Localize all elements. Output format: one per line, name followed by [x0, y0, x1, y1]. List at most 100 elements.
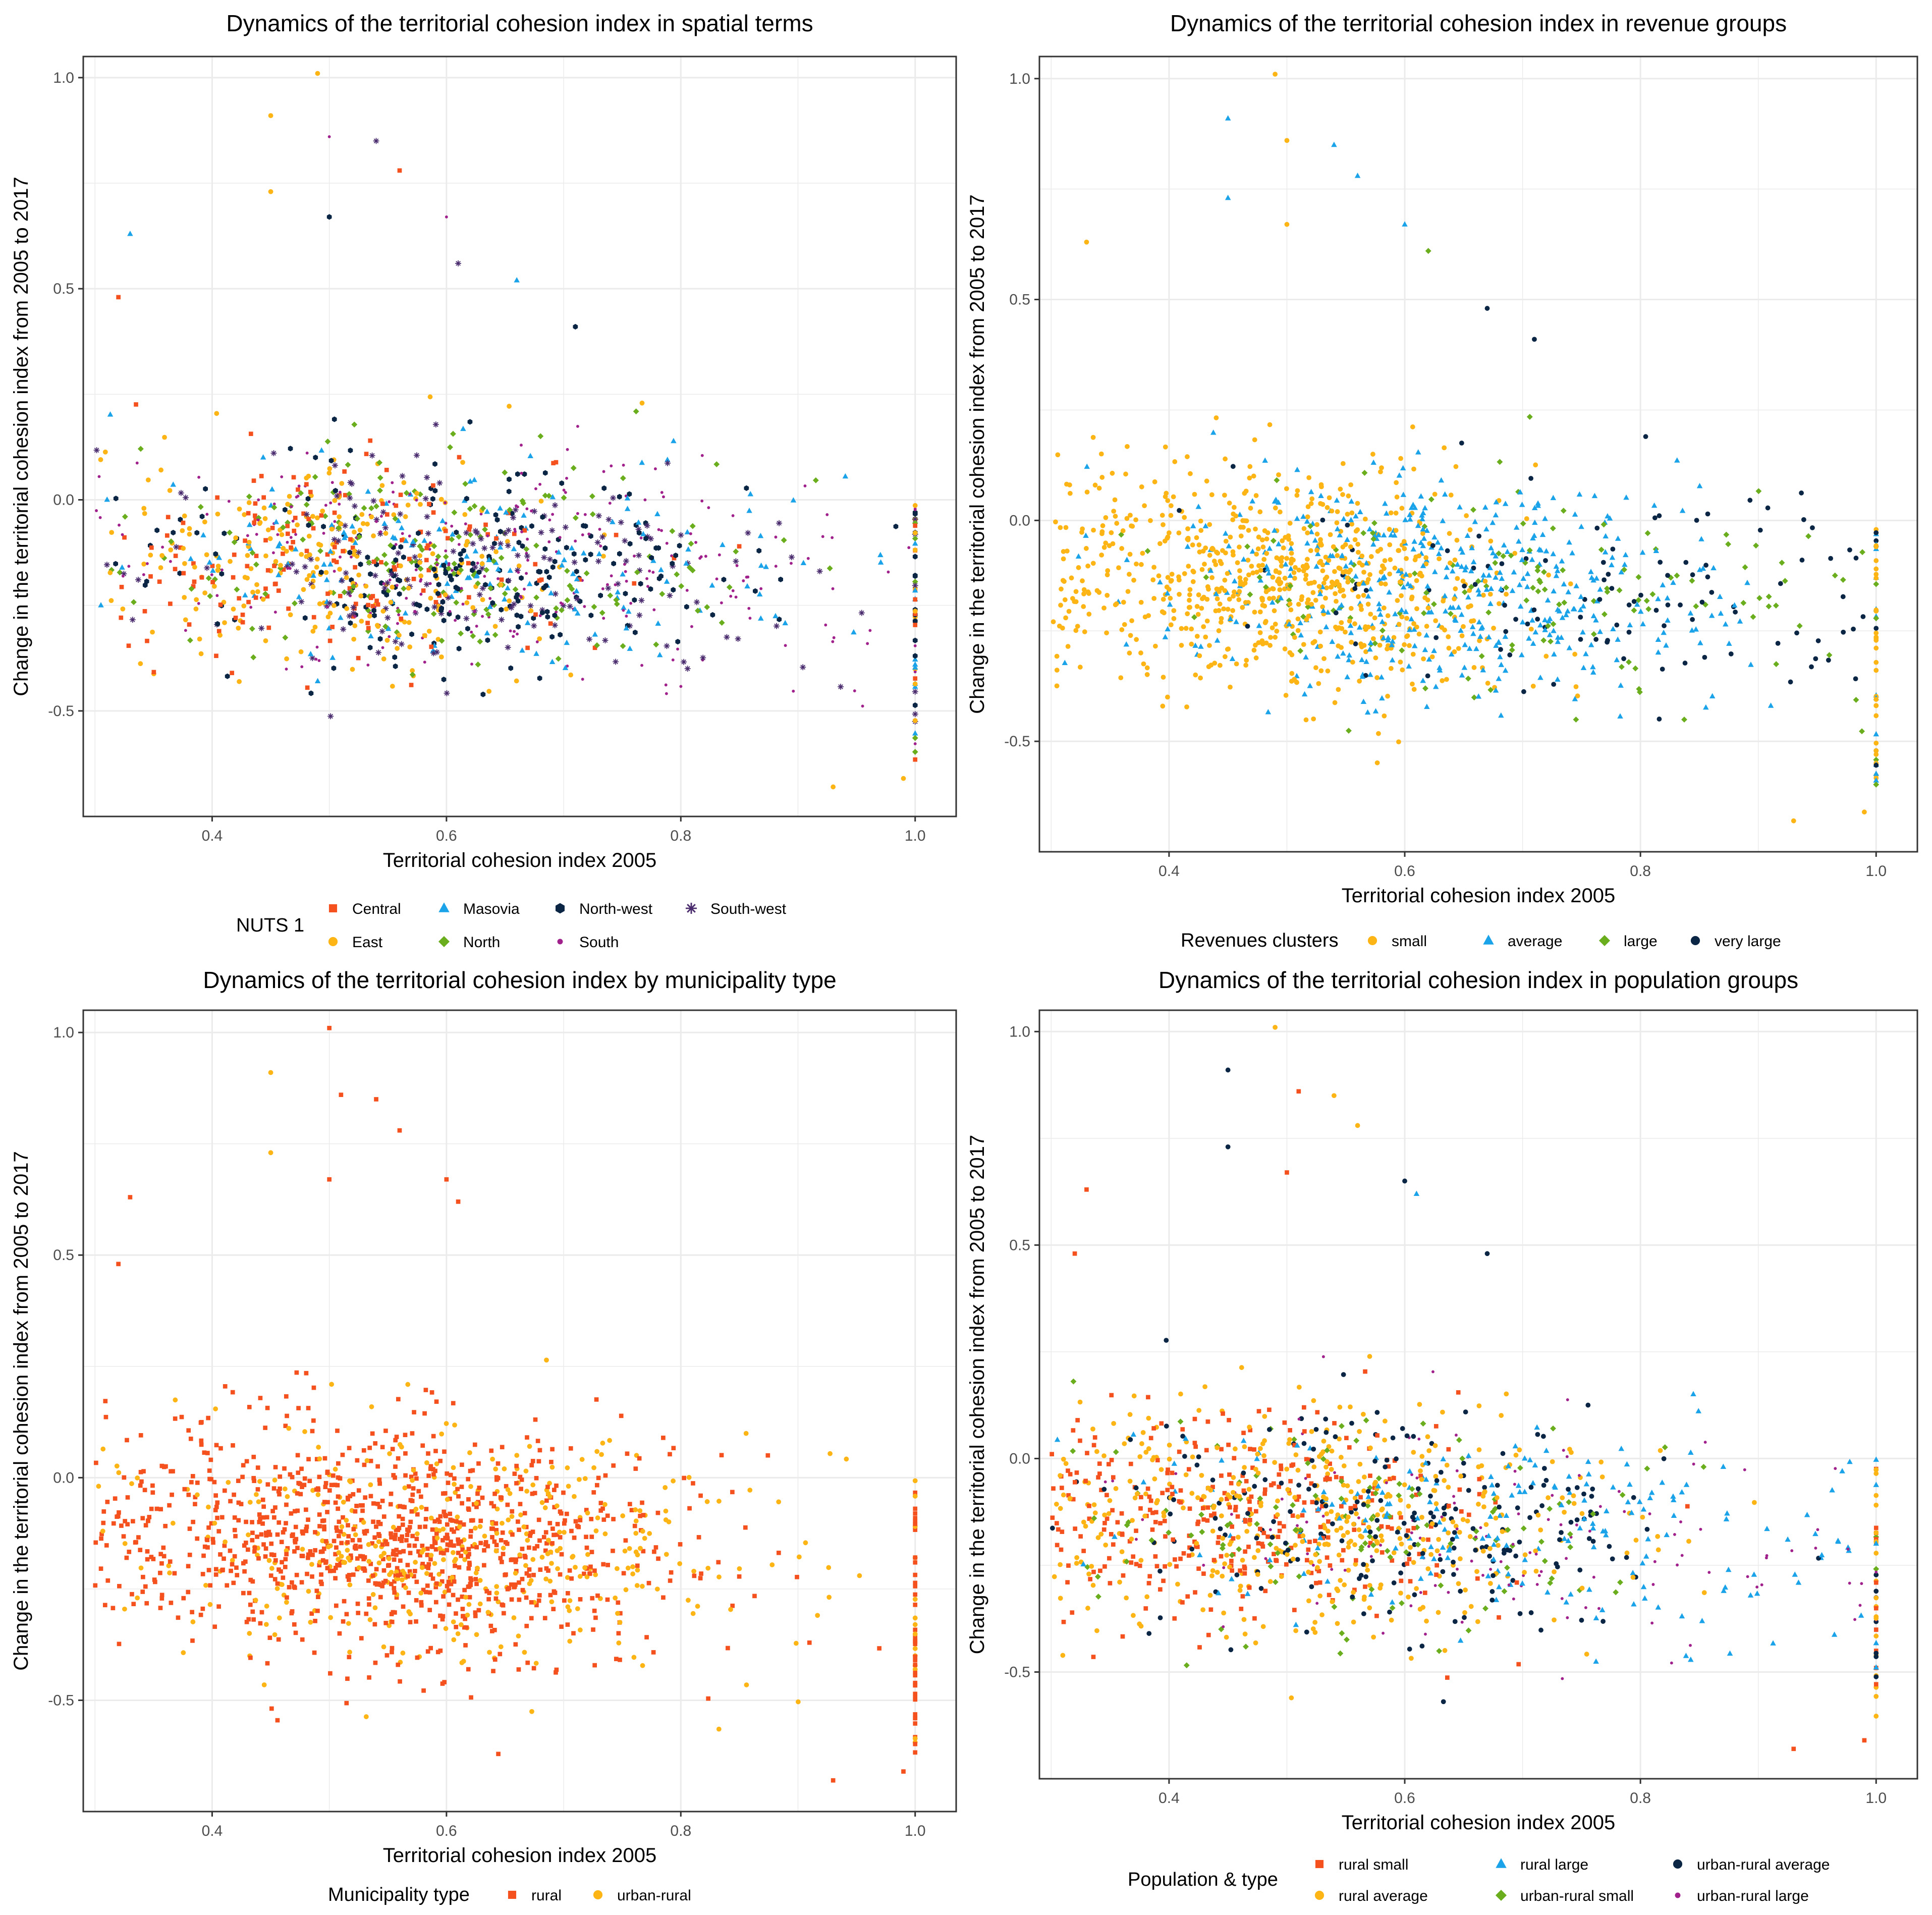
y-tick-label: 1.0	[53, 1024, 74, 1041]
data-point-east	[405, 502, 411, 508]
data-point-urban-rural	[585, 1552, 590, 1557]
data-point-south	[353, 615, 357, 618]
data-point-south	[748, 617, 752, 620]
data-point-north-west	[313, 455, 318, 461]
data-point-average	[1577, 607, 1584, 613]
data-point-central	[533, 562, 538, 567]
data-point-large	[1461, 589, 1468, 595]
data-point-masovia	[318, 447, 325, 453]
data-point-rural	[438, 1613, 443, 1618]
data-point-south-west	[724, 634, 730, 640]
data-point-urban-rural	[459, 1660, 465, 1665]
data-point-rural-small	[1115, 1520, 1120, 1525]
data-point-large	[1256, 574, 1263, 580]
data-point-south	[645, 577, 649, 580]
data-point-south	[220, 568, 224, 572]
legend-title: NUTS 1	[236, 915, 304, 936]
data-point-east	[228, 559, 233, 564]
data-point-rural-small	[1197, 1645, 1202, 1650]
data-point-central	[672, 556, 677, 561]
data-point-rural	[410, 1431, 415, 1436]
data-point-rural	[514, 1481, 519, 1486]
data-point-masovia	[338, 615, 344, 620]
data-point-large	[1550, 525, 1556, 531]
data-point-small	[1324, 585, 1329, 590]
data-point-rural	[423, 1388, 428, 1392]
data-point-rural	[913, 1580, 918, 1585]
data-point-average	[1420, 526, 1426, 532]
data-point-small	[1288, 607, 1294, 613]
data-point-average	[1272, 527, 1278, 533]
data-point-urban-rural	[565, 1604, 571, 1610]
data-point-rural	[358, 1554, 363, 1559]
data-point-large	[1191, 614, 1197, 621]
data-point-small	[1244, 658, 1249, 663]
data-point-rural-average	[1398, 1497, 1403, 1503]
data-point-small	[1873, 645, 1879, 651]
data-point-rural	[315, 1608, 320, 1613]
data-point-east	[380, 609, 386, 614]
data-point-urban-rural	[546, 1538, 551, 1543]
data-point-south	[286, 567, 290, 570]
data-point-urban-rural	[310, 1488, 315, 1493]
data-point-urban-rural	[341, 1559, 346, 1565]
data-point-average	[1376, 577, 1383, 583]
data-point-very-large	[1657, 717, 1662, 722]
data-point-small	[1387, 571, 1393, 577]
data-point-rural	[629, 1508, 634, 1513]
data-point-rural	[534, 1603, 539, 1608]
data-point-south-west	[425, 530, 431, 537]
data-point-small	[1237, 575, 1243, 580]
data-point-average	[1463, 564, 1469, 570]
data-point-small	[1210, 546, 1216, 552]
data-point-north	[403, 490, 410, 496]
data-point-small	[1442, 445, 1447, 451]
data-point-small	[1488, 538, 1494, 544]
data-point-small	[1312, 639, 1317, 644]
data-point-north	[812, 477, 819, 483]
data-point-very-large	[1690, 617, 1695, 622]
data-point-urban-rural	[572, 1494, 577, 1499]
data-point-rural	[261, 1504, 266, 1509]
data-point-average	[1470, 559, 1477, 565]
data-point-north	[669, 528, 676, 534]
data-point-average	[1062, 660, 1068, 666]
data-point-central	[289, 545, 293, 550]
data-point-east	[315, 71, 320, 76]
data-point-urban-rural	[274, 1586, 280, 1591]
data-point-average	[1553, 572, 1560, 578]
data-point-rural	[682, 1475, 687, 1481]
data-point-average	[1298, 632, 1304, 638]
data-point-east	[371, 533, 376, 538]
data-point-masovia	[399, 525, 405, 530]
data-point-rural	[524, 1623, 529, 1628]
data-point-rural	[294, 1572, 299, 1577]
data-point-south	[470, 663, 473, 666]
data-point-rural	[616, 1600, 621, 1605]
data-point-east	[352, 549, 357, 554]
data-point-rural	[692, 1573, 697, 1578]
data-point-small	[1134, 561, 1139, 567]
data-point-rural	[302, 1483, 307, 1488]
data-point-rural	[413, 1569, 417, 1573]
data-point-rural	[250, 1538, 255, 1543]
data-point-large	[1307, 523, 1313, 529]
data-point-small	[1344, 569, 1349, 574]
data-point-rural	[716, 1560, 721, 1565]
data-point-average	[1300, 513, 1306, 519]
data-point-rural	[278, 1486, 282, 1491]
data-point-central	[273, 581, 278, 586]
data-point-urban-rural	[494, 1584, 500, 1589]
data-point-small	[1477, 638, 1482, 643]
data-point-rural	[611, 1517, 616, 1521]
data-point-very-large	[1535, 617, 1540, 622]
data-point-north	[282, 634, 289, 641]
data-point-central	[551, 461, 556, 466]
data-point-average	[1265, 709, 1272, 715]
data-point-rural	[250, 1520, 254, 1524]
data-point-rural	[176, 1615, 181, 1620]
data-point-rural	[199, 1419, 204, 1425]
data-point-masovia	[574, 610, 581, 616]
data-point-south-west	[404, 576, 411, 583]
data-point-urban-rural	[544, 1357, 549, 1363]
